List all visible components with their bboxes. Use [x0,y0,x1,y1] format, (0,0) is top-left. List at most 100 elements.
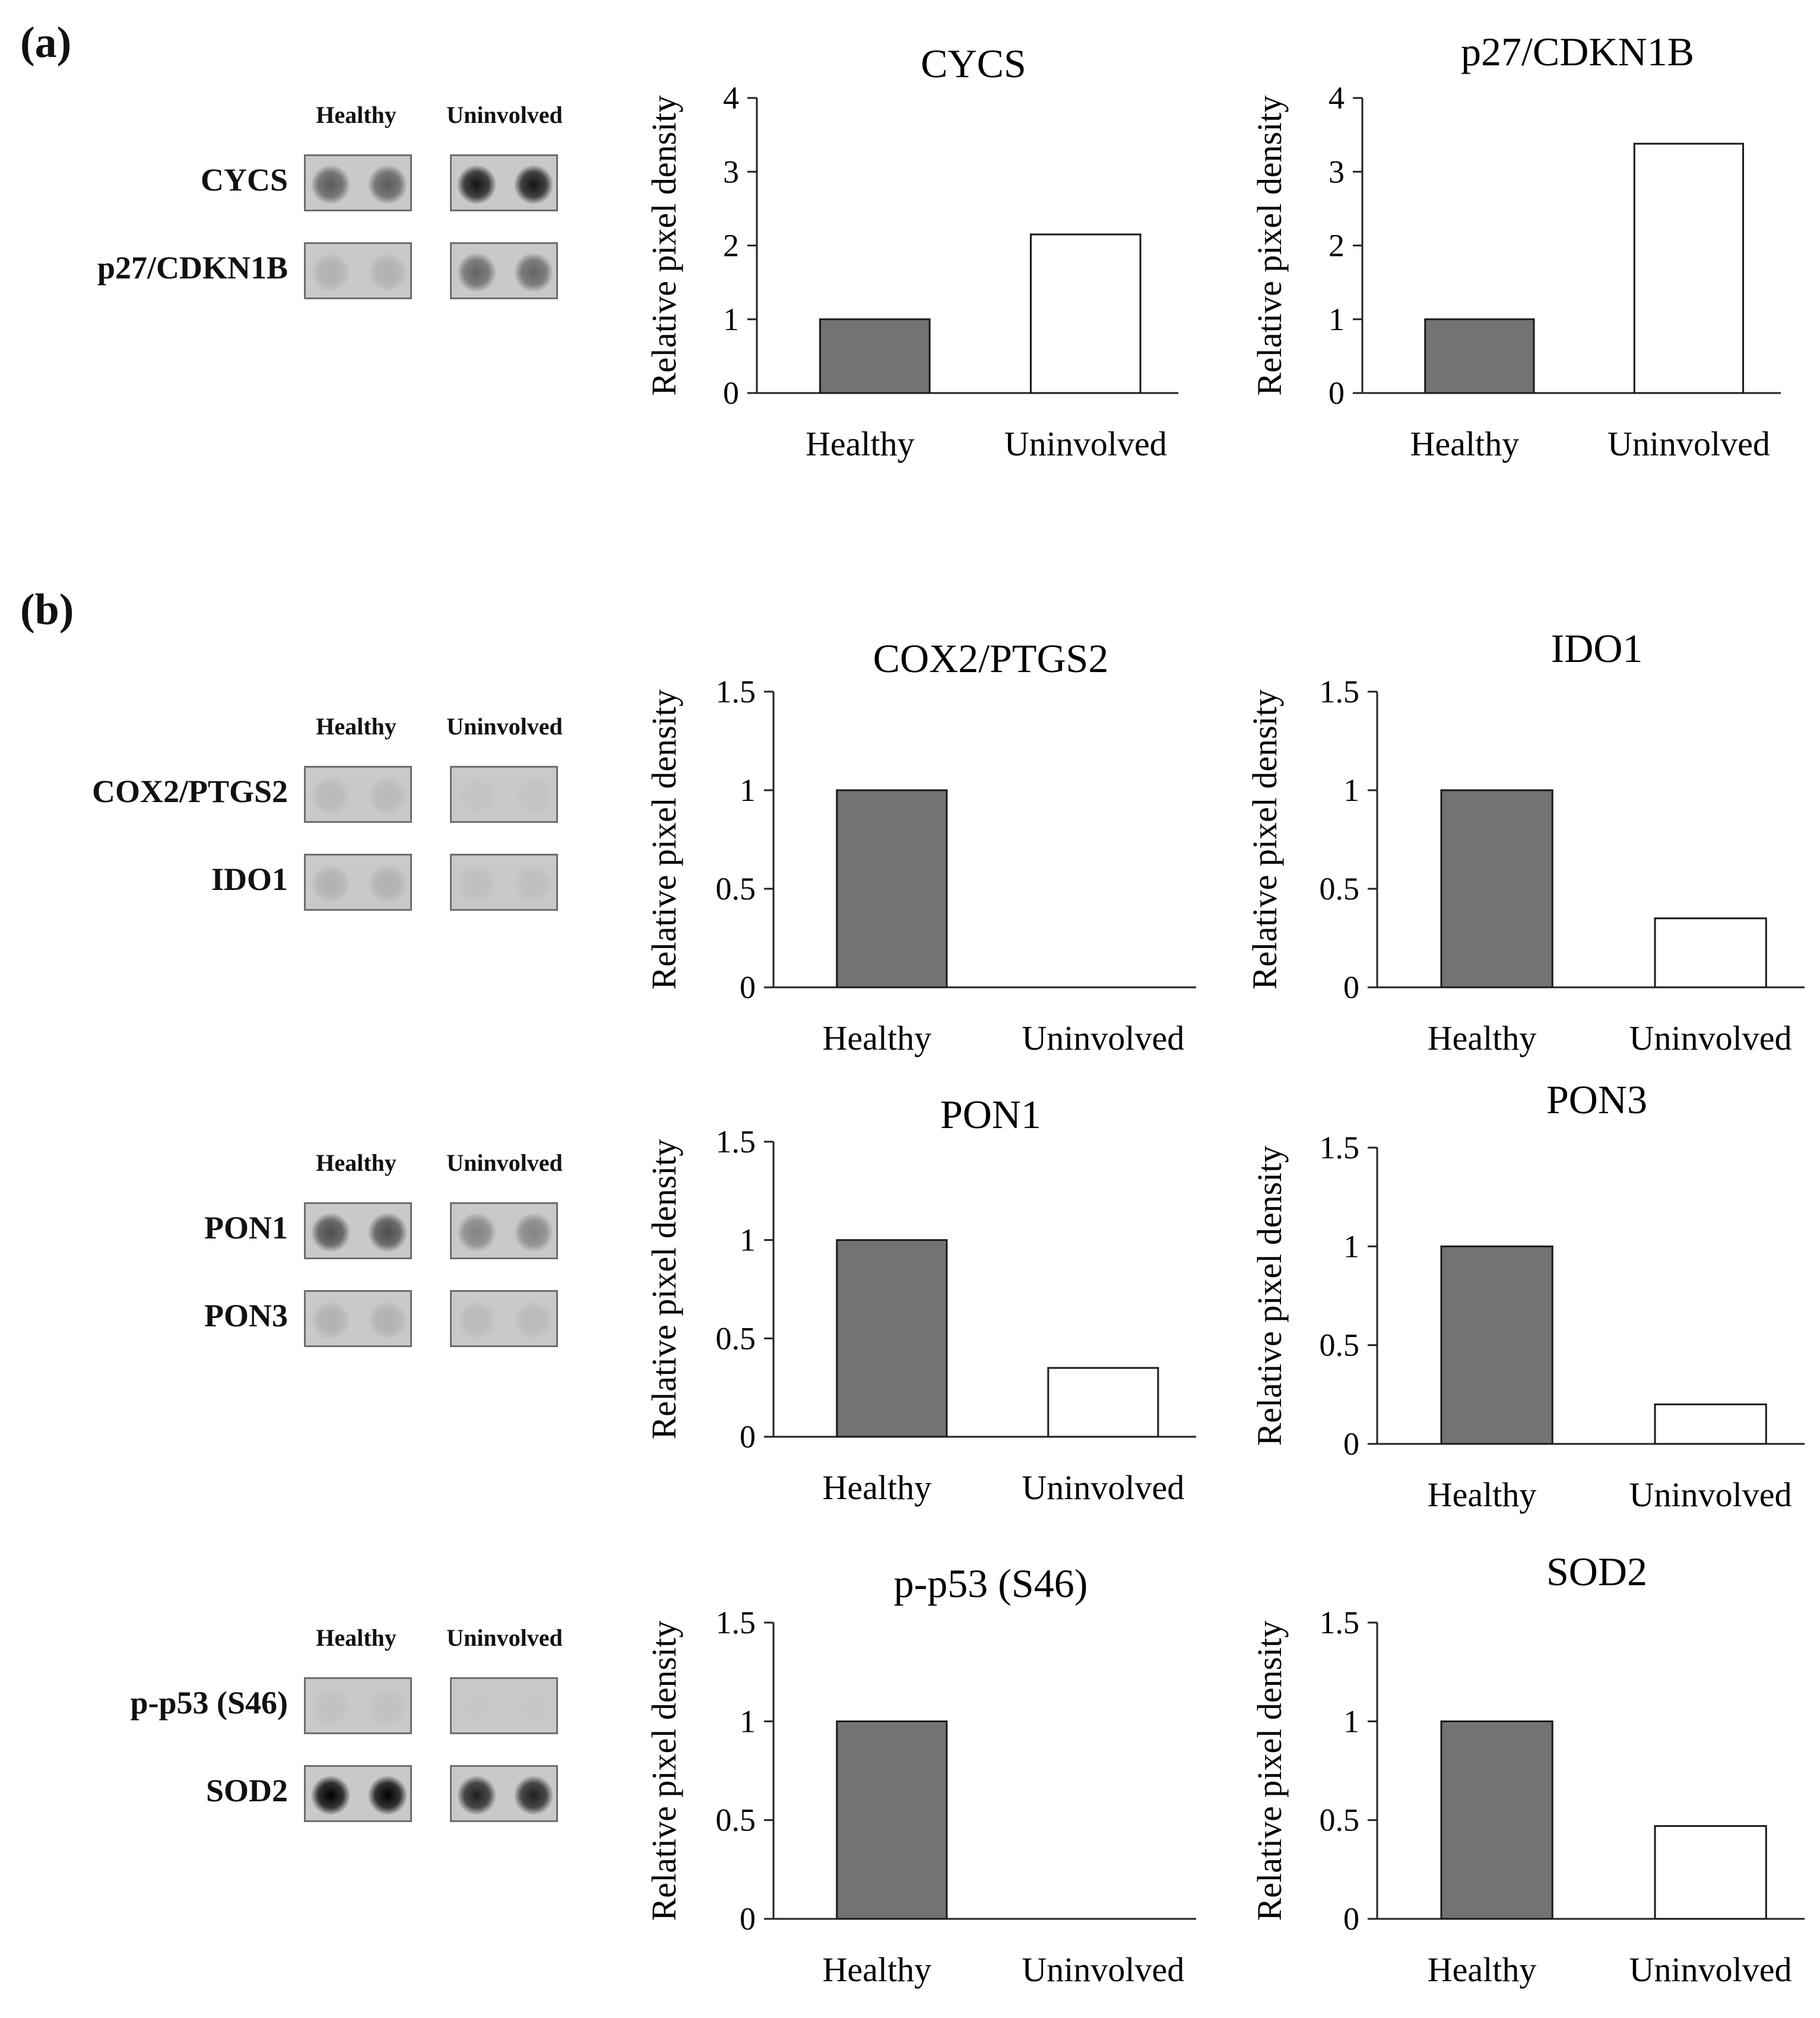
y-tick-label: 0 [1328,375,1345,411]
blot-row-label: COX2/PTGS2 [91,774,288,809]
dot-blot-4: Healthy Uninvolved p-p53 (S46) SOD2 [0,1624,594,1873]
blot-strip [304,766,412,823]
y-axis-label: Relative pixel density [645,1139,683,1440]
blot-strip [450,1290,558,1347]
y-tick-label: 1 [1343,1228,1359,1264]
y-tick-label: 0 [1343,970,1359,1005]
blot-spot [457,864,496,904]
chart-title: SOD2 [1546,1549,1647,1594]
blot-strip [450,154,558,211]
bar-healthy [819,318,931,394]
y-tick-label: 0 [1343,1426,1359,1462]
y-tick-label: 3 [1328,154,1345,189]
blot-column-header: Uninvolved [446,1624,563,1651]
bar-chart-6: PON3 Relative pixel density 0 0.5 1 1.5 Health… [1250,1077,1805,1514]
y-tick-label: 0 [740,970,756,1005]
x-category-label: Uninvolved [1022,1468,1184,1507]
x-category-label: Healthy [1410,424,1520,463]
x-category-label: Uninvolved [1004,424,1167,463]
blot-column-header: Uninvolved [446,713,563,740]
blot-column-header: Uninvolved [446,102,563,128]
y-tick-label: 4 [1328,80,1345,116]
blot-strip [304,1202,412,1259]
blot-spot [368,253,407,292]
y-tick-label: 1 [740,772,756,808]
blot-spot [514,253,553,292]
y-tick-label: 1.5 [716,1124,756,1160]
blot-row-label: PON3 [204,1298,288,1333]
blot-strip [450,854,558,911]
y-axis-label: Relative pixel density [1250,96,1289,396]
x-category-label: Uninvolved [1629,1475,1792,1514]
y-tick-label: 0.5 [716,871,756,907]
blot-spot [311,1776,350,1815]
y-axis-label: Relative pixel density [1245,689,1284,990]
y-tick-label: 1 [1343,772,1359,808]
dot-blot-3: Healthy Uninvolved PON1 PON3 [0,1149,594,1398]
dot-blot-2: Healthy Uninvolved COX2/PTGS2 IDO1 [0,712,594,962]
y-axis-label: Relative pixel density [645,1621,683,1921]
blot-spot [457,253,496,292]
y-tick-label: 0 [740,1901,756,1937]
y-tick-label: 1 [1328,302,1345,337]
y-tick-label: 1.5 [1320,674,1360,709]
y-axis-label: Relative pixel density [1250,1146,1289,1446]
blot-strip [304,1677,412,1734]
bar-uninvolved [1654,917,1767,989]
blot-spot [311,1301,350,1340]
blot-strip [304,1290,412,1347]
bar-uninvolved [1047,1367,1159,1438]
x-category-label: Uninvolved [1022,1950,1184,1989]
y-tick-label: 0 [740,1419,756,1455]
blot-spot [514,1301,553,1340]
blot-strip [450,242,558,299]
blot-row-label: SOD2 [205,1773,288,1808]
blot-spot [457,1776,496,1815]
blot-column-header: Healthy [316,713,397,740]
bar-healthy [1424,318,1535,394]
bar-healthy [836,1239,948,1438]
bar-healthy [1440,1720,1553,1920]
y-axis-label: Relative pixel density [645,96,683,396]
blot-spot [514,165,553,204]
blot-strip [450,1765,558,1822]
y-tick-label: 1.5 [716,674,756,709]
bar-chart-8: SOD2 Relative pixel density 0 0.5 1 1.5 Health… [1250,1549,1805,1989]
bar-healthy [1440,789,1553,989]
blot-spot [514,864,553,904]
panel-label-b: (b) [20,585,74,634]
x-category-label: Healthy [823,1019,932,1057]
y-tick-label: 0.5 [716,1320,756,1356]
y-tick-label: 1.5 [1320,1130,1360,1165]
x-category-label: Healthy [1428,1475,1537,1514]
blot-spot [368,1688,407,1727]
blot-spot [457,165,496,204]
blot-row-label: CYCS [200,162,288,198]
x-category-label: Uninvolved [1607,424,1770,463]
x-category-label: Healthy [1428,1019,1537,1057]
blot-spot [311,864,350,904]
blot-spot [368,864,407,904]
chart-title: IDO1 [1551,626,1643,671]
blot-spot [311,1213,350,1252]
blot-spot [368,1213,407,1252]
x-category-label: Healthy [823,1950,932,1989]
bar-healthy [836,789,948,989]
y-tick-label: 4 [723,80,739,116]
blot-spot [514,777,553,816]
bar-chart-7: p-p53 (S46) Relative pixel density 0 0.5 1 1.… [645,1561,1196,1989]
y-tick-label: 1 [740,1703,756,1739]
bar-chart-5: PON1 Relative pixel density 0 0.5 1 1.5 Health… [645,1092,1196,1507]
bar-uninvolved [1030,233,1142,394]
blot-spot [457,777,496,816]
blot-strip [450,766,558,823]
chart-title: CYCS [921,41,1026,86]
blot-spot [311,1688,350,1727]
blot-spot [368,1301,407,1340]
y-tick-label: 1.5 [716,1605,756,1640]
blot-spot [368,165,407,204]
blot-spot [311,253,350,292]
chart-title: p27/CDKN1B [1461,29,1694,74]
y-tick-label: 1 [740,1222,756,1258]
blot-spot [457,1213,496,1252]
